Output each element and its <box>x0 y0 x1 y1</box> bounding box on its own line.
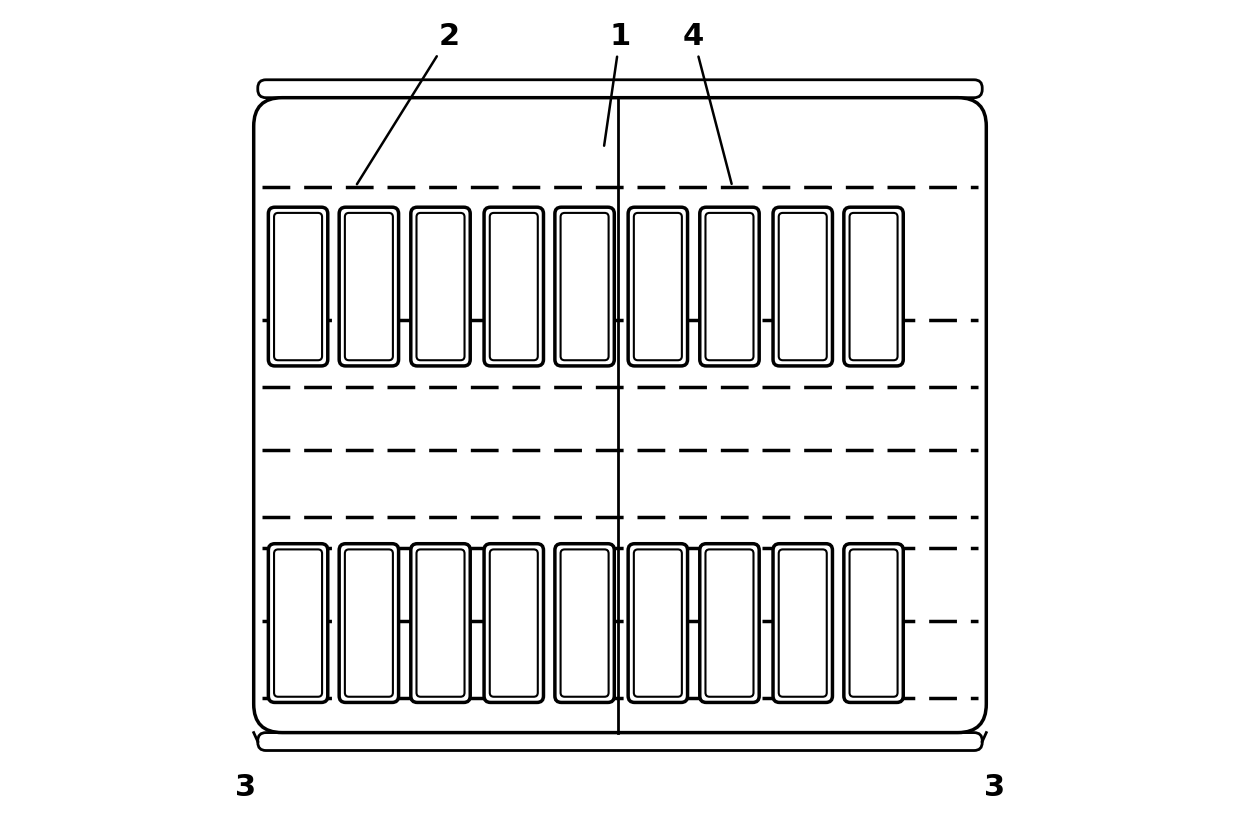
FancyBboxPatch shape <box>779 213 827 361</box>
FancyBboxPatch shape <box>410 208 470 366</box>
FancyBboxPatch shape <box>773 544 832 702</box>
FancyBboxPatch shape <box>779 549 827 697</box>
FancyBboxPatch shape <box>560 549 609 697</box>
FancyBboxPatch shape <box>490 213 538 361</box>
FancyBboxPatch shape <box>340 208 398 366</box>
FancyBboxPatch shape <box>345 213 393 361</box>
FancyBboxPatch shape <box>484 544 543 702</box>
FancyBboxPatch shape <box>773 208 832 366</box>
FancyBboxPatch shape <box>560 213 609 361</box>
FancyBboxPatch shape <box>554 544 614 702</box>
FancyBboxPatch shape <box>410 544 470 702</box>
FancyBboxPatch shape <box>490 549 538 697</box>
FancyBboxPatch shape <box>258 733 982 751</box>
FancyBboxPatch shape <box>699 544 759 702</box>
FancyBboxPatch shape <box>629 544 687 702</box>
FancyBboxPatch shape <box>254 98 986 733</box>
FancyBboxPatch shape <box>345 549 393 697</box>
FancyBboxPatch shape <box>268 208 327 366</box>
FancyBboxPatch shape <box>258 80 982 98</box>
FancyBboxPatch shape <box>699 208 759 366</box>
FancyBboxPatch shape <box>417 549 465 697</box>
FancyBboxPatch shape <box>484 208 543 366</box>
Text: 2: 2 <box>357 22 460 184</box>
FancyBboxPatch shape <box>849 549 898 697</box>
FancyBboxPatch shape <box>706 213 754 361</box>
FancyBboxPatch shape <box>554 208 614 366</box>
FancyBboxPatch shape <box>849 213 898 361</box>
FancyBboxPatch shape <box>268 544 327 702</box>
Text: 3: 3 <box>236 773 257 803</box>
FancyBboxPatch shape <box>844 544 903 702</box>
FancyBboxPatch shape <box>274 549 322 697</box>
FancyBboxPatch shape <box>634 549 682 697</box>
Text: 1: 1 <box>604 22 631 146</box>
FancyBboxPatch shape <box>340 544 398 702</box>
Text: 3: 3 <box>983 773 1004 803</box>
Text: 4: 4 <box>683 22 732 184</box>
FancyBboxPatch shape <box>274 213 322 361</box>
FancyBboxPatch shape <box>629 208 687 366</box>
FancyBboxPatch shape <box>706 549 754 697</box>
FancyBboxPatch shape <box>844 208 903 366</box>
FancyBboxPatch shape <box>417 213 465 361</box>
FancyBboxPatch shape <box>634 213 682 361</box>
